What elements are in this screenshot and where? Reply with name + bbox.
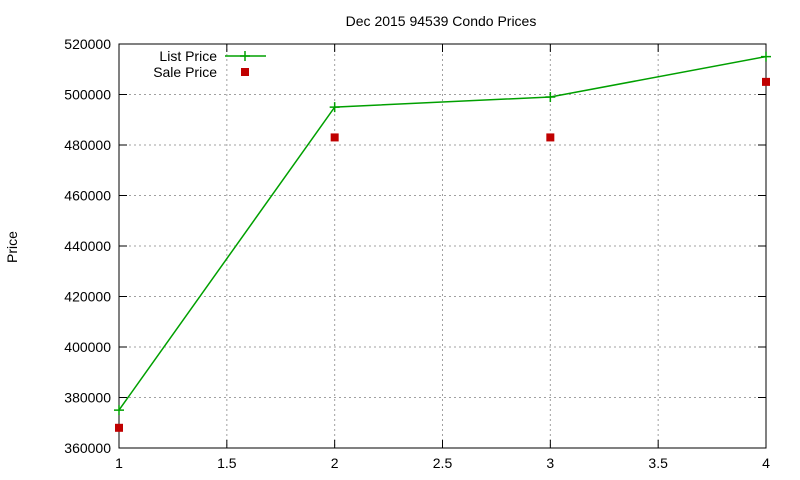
series-line [118,55,767,411]
y-tick-label: 500000 [64,87,111,103]
data-point [114,405,124,416]
y-tick-label: 400000 [64,339,111,355]
x-tick-label: 3 [546,455,554,471]
x-tick-label: 1.5 [217,455,237,471]
y-tick-label: 380000 [64,390,111,406]
chart-title: Dec 2015 94539 Condo Prices [346,13,537,29]
legend-marker [241,68,249,76]
y-axis-label: Price [4,231,20,263]
legend-label: Sale Price [153,64,217,80]
y-tick-label: 460000 [64,188,111,204]
data-point [761,51,771,62]
data-point [329,102,340,113]
y-tick-label: 440000 [64,238,111,254]
x-tick-label: 2.5 [433,455,453,471]
legend-marker [240,51,250,61]
legend-label: List Price [159,48,217,64]
grid-lines [119,44,766,448]
y-tick-label: 520000 [64,36,111,52]
data-point [330,133,339,142]
series-sale-price [115,77,770,432]
x-tick-label: 1 [115,455,123,471]
data-point [546,133,555,142]
y-tick-label: 420000 [64,289,111,305]
axis-ticks: 360000 380000 400000 420000 440000 460000 4800… [64,36,770,471]
x-tick-label: 3.5 [648,455,668,471]
y-tick-label: 360000 [64,440,111,456]
data-point [762,77,770,86]
series-layer [114,51,771,432]
data-point [545,92,556,103]
x-tick-label: 2 [331,455,339,471]
y-tick-label: 480000 [64,137,111,153]
x-tick-label: 4 [762,455,770,471]
series-list-price [114,51,771,416]
data-point [115,423,123,432]
